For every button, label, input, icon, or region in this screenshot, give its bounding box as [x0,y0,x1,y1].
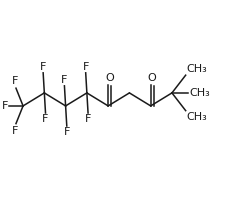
Text: F: F [61,75,68,85]
Text: O: O [148,73,156,83]
Text: O: O [105,73,114,83]
Text: F: F [64,127,70,137]
Text: CH₃: CH₃ [187,64,207,74]
Text: F: F [12,76,18,86]
Text: F: F [40,62,46,72]
Text: CH₃: CH₃ [189,88,210,98]
Text: CH₃: CH₃ [187,112,207,122]
Text: F: F [42,114,49,124]
Text: F: F [12,126,18,136]
Text: F: F [2,101,8,111]
Text: F: F [83,62,89,72]
Text: F: F [85,114,91,124]
